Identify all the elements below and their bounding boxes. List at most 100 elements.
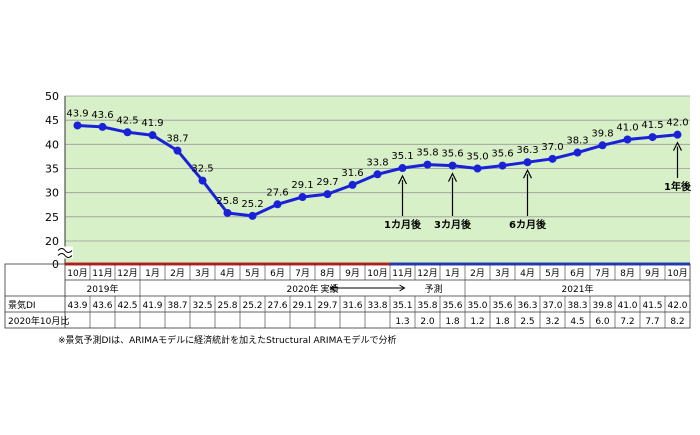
data-point bbox=[198, 176, 207, 185]
table-cell: 2.0 bbox=[420, 317, 435, 327]
data-label: 42.5 bbox=[116, 115, 138, 126]
data-label: 43.9 bbox=[66, 108, 88, 119]
x-tick-label: 1月 bbox=[145, 268, 160, 279]
data-label: 27.6 bbox=[266, 187, 288, 198]
data-label: 43.6 bbox=[91, 110, 113, 121]
data-point bbox=[73, 121, 82, 130]
table-cell: 42.0 bbox=[667, 301, 687, 311]
x-tick-label: 1月 bbox=[445, 268, 460, 279]
data-point bbox=[348, 180, 357, 189]
data-point bbox=[223, 208, 232, 217]
data-label: 29.7 bbox=[316, 177, 338, 188]
data-label: 25.8 bbox=[216, 196, 238, 207]
period-arrowhead bbox=[329, 284, 336, 292]
axis-break-mark bbox=[57, 253, 73, 258]
table-cell: 42.5 bbox=[117, 301, 137, 311]
x-tick-label: 6月 bbox=[270, 268, 285, 279]
table-cell: 37.0 bbox=[542, 301, 562, 311]
data-label: 36.3 bbox=[516, 145, 538, 156]
table-cell: 6.0 bbox=[595, 317, 610, 327]
data-point bbox=[448, 161, 457, 170]
table-cell: 32.5 bbox=[192, 301, 212, 311]
table-cell: 1.2 bbox=[470, 317, 484, 327]
annotation-arrowhead bbox=[672, 141, 683, 151]
table-cell: 41.9 bbox=[142, 301, 162, 311]
x-tick-label: 10月 bbox=[367, 268, 387, 279]
data-label: 29.1 bbox=[291, 180, 313, 191]
annotation-label: 3カ月後 bbox=[434, 218, 472, 231]
data-point bbox=[673, 130, 682, 139]
table-cell: 41.0 bbox=[617, 301, 637, 311]
data-point bbox=[248, 211, 257, 220]
y-tick-label: 40 bbox=[45, 138, 59, 151]
table-cell: 4.5 bbox=[570, 317, 584, 327]
data-label: 37.0 bbox=[541, 142, 563, 153]
data-point bbox=[648, 133, 657, 142]
x-tick-label: 9月 bbox=[645, 268, 660, 279]
table-cell: 8.2 bbox=[670, 317, 684, 327]
x-tick-label: 4月 bbox=[220, 268, 235, 279]
annotation-arrowhead bbox=[447, 172, 458, 182]
data-point bbox=[98, 122, 107, 131]
table-cell: 38.3 bbox=[567, 301, 587, 311]
data-label: 42.0 bbox=[666, 118, 688, 129]
data-label: 33.8 bbox=[366, 157, 388, 168]
data-label: 35.6 bbox=[441, 149, 463, 160]
table-cell: 1.3 bbox=[395, 317, 409, 327]
data-label: 35.8 bbox=[416, 148, 438, 159]
data-label: 35.0 bbox=[466, 152, 488, 163]
data-point bbox=[423, 160, 432, 169]
actual-label: 実績 bbox=[320, 283, 338, 295]
annotation-label: 6カ月後 bbox=[509, 218, 547, 231]
data-label: 41.0 bbox=[616, 123, 638, 134]
table-cell: 43.9 bbox=[67, 301, 87, 311]
table-cell: 31.6 bbox=[342, 301, 362, 311]
x-tick-label: 12月 bbox=[417, 268, 437, 279]
x-tick-label: 5月 bbox=[545, 268, 560, 279]
x-tick-label: 12月 bbox=[117, 268, 137, 279]
x-tick-label: 7月 bbox=[595, 268, 610, 279]
x-tick-label: 2月 bbox=[170, 268, 185, 279]
axis-break-mask bbox=[57, 246, 73, 259]
period-arrowhead bbox=[399, 284, 406, 292]
table-cell: 2.5 bbox=[520, 317, 534, 327]
footnote: ※景気予測DIは、ARIMAモデルに経済統計を加えたStructural ARI… bbox=[58, 336, 397, 346]
table-row-label: 景気DI bbox=[8, 299, 36, 311]
table-cell: 29.7 bbox=[317, 301, 337, 311]
y-tick-label: 35 bbox=[45, 163, 59, 176]
x-tick-label: 2月 bbox=[470, 268, 485, 279]
data-label: 39.8 bbox=[591, 128, 613, 139]
data-point bbox=[523, 158, 532, 167]
y-tick-label: 50 bbox=[45, 90, 59, 103]
data-point bbox=[573, 148, 582, 157]
table-cell: 35.6 bbox=[442, 301, 462, 311]
data-point bbox=[398, 164, 407, 173]
table-cell: 35.6 bbox=[492, 301, 512, 311]
data-label: 35.1 bbox=[391, 151, 413, 162]
data-label: 38.3 bbox=[566, 136, 588, 147]
y-tick-label: 25 bbox=[45, 211, 59, 224]
x-tick-label: 9月 bbox=[345, 268, 360, 279]
data-point bbox=[373, 170, 382, 179]
data-point bbox=[473, 164, 482, 173]
x-tick-label: 3月 bbox=[195, 268, 210, 279]
x-tick-label: 11月 bbox=[92, 268, 112, 279]
table-cell: 43.6 bbox=[92, 301, 112, 311]
annotation-label: 1年後 bbox=[664, 180, 692, 193]
x-tick-label: 6月 bbox=[570, 268, 585, 279]
plot-background bbox=[65, 96, 690, 264]
table-cell: 7.2 bbox=[620, 317, 634, 327]
table-cell: 36.3 bbox=[517, 301, 537, 311]
data-point bbox=[173, 146, 182, 155]
y-tick-label: 45 bbox=[45, 114, 59, 127]
data-label: 38.7 bbox=[166, 134, 188, 145]
table-cell: 27.6 bbox=[267, 301, 287, 311]
data-point bbox=[623, 135, 632, 144]
table-cell: 3.2 bbox=[545, 317, 559, 327]
x-tick-label: 11月 bbox=[392, 268, 412, 279]
table-cell: 35.1 bbox=[392, 301, 412, 311]
data-point bbox=[148, 131, 157, 140]
table-cell: 1.8 bbox=[445, 317, 460, 327]
